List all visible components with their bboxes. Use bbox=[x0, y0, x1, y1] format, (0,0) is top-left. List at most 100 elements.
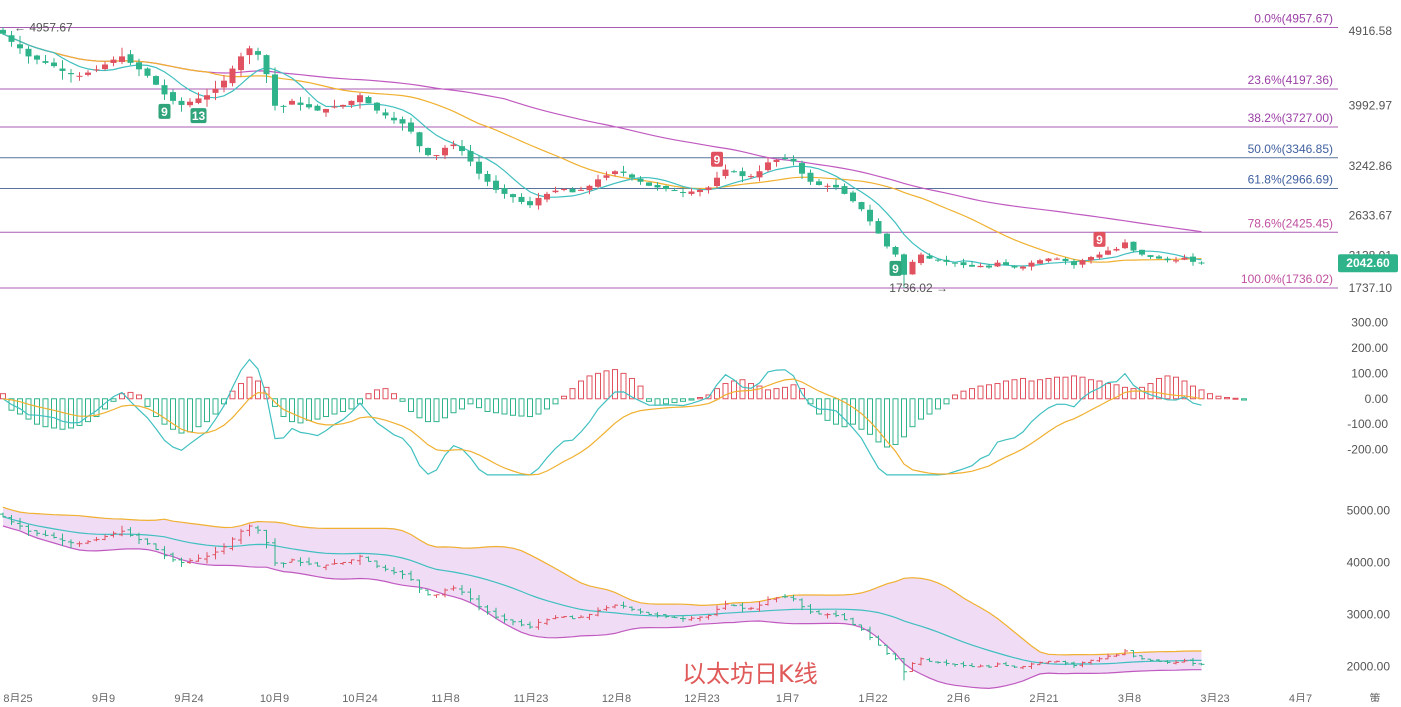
macd-histogram-bar bbox=[1079, 376, 1086, 400]
macd-histogram-bar bbox=[459, 398, 465, 410]
macd-histogram-bar bbox=[0, 393, 6, 400]
candle-body bbox=[153, 76, 159, 85]
macd-histogram-bar bbox=[620, 372, 627, 400]
macd-histogram-bar bbox=[629, 377, 635, 400]
fib-level-label: 23.6%(4197.36) bbox=[1248, 73, 1333, 87]
macd-histogram-bar bbox=[790, 384, 797, 400]
candle-body bbox=[348, 100, 355, 105]
macd-histogram-bar bbox=[782, 386, 788, 400]
candle-body bbox=[467, 151, 474, 162]
candle-body bbox=[178, 100, 185, 105]
macd-histogram-bar bbox=[833, 398, 839, 425]
candle-body bbox=[722, 169, 729, 177]
candle-body bbox=[1173, 260, 1179, 262]
candle-body bbox=[365, 97, 372, 104]
candle-body bbox=[790, 158, 797, 162]
fib-level-label: 100.0%(1736.02) bbox=[1241, 272, 1333, 286]
candle-body bbox=[824, 185, 831, 187]
macd-histogram-bar bbox=[671, 398, 678, 404]
candle-body bbox=[433, 155, 440, 157]
candle-body bbox=[1088, 256, 1094, 261]
macd-histogram-bar bbox=[229, 390, 236, 400]
bollinger-axis-tick: 2000.00 bbox=[1347, 660, 1391, 674]
price-axis-tick: 3242.86 bbox=[1349, 159, 1393, 173]
candle-body bbox=[408, 122, 414, 132]
macd-histogram-bar bbox=[1020, 377, 1026, 400]
macd-histogram-bar bbox=[493, 398, 499, 414]
candle-body bbox=[59, 68, 66, 71]
candle-body bbox=[127, 54, 134, 63]
macd-axis-tick: 200.00 bbox=[1351, 341, 1388, 355]
fib-level-label: 61.8%(2966.69) bbox=[1248, 173, 1333, 187]
macd-histogram-bar bbox=[161, 398, 168, 425]
macd-axis-tick: -200.00 bbox=[1347, 443, 1388, 457]
macd-histogram-bar bbox=[476, 398, 482, 409]
candle-body bbox=[1045, 258, 1052, 262]
macd-histogram-bar bbox=[255, 380, 261, 400]
macd-histogram-bar bbox=[408, 398, 414, 412]
candle-body bbox=[875, 221, 882, 234]
candle-body bbox=[382, 112, 389, 116]
candle-body bbox=[680, 191, 686, 193]
candle-body bbox=[195, 98, 202, 103]
macd-histogram-bar bbox=[722, 383, 729, 400]
candle-body bbox=[459, 146, 465, 152]
macd-histogram-bar bbox=[773, 388, 780, 400]
bollinger-axis-tick: 5000.00 bbox=[1347, 503, 1391, 517]
candle-body bbox=[1062, 258, 1069, 262]
macd-histogram-bar bbox=[637, 385, 644, 400]
macd-histogram-bar bbox=[1105, 383, 1111, 400]
td-count-badge bbox=[190, 108, 207, 124]
macd-histogram-bar bbox=[1139, 386, 1145, 400]
candle-body bbox=[1190, 256, 1196, 262]
candle-body bbox=[612, 171, 618, 175]
candle-body bbox=[204, 95, 210, 100]
candle-body bbox=[170, 92, 176, 101]
candle-body bbox=[595, 179, 601, 187]
candle-body bbox=[323, 108, 329, 113]
candle-body bbox=[1130, 241, 1137, 251]
macd-histogram-bar bbox=[1028, 380, 1035, 400]
fib-level-label: 38.2%(3727.00) bbox=[1248, 111, 1333, 125]
td-count-badge bbox=[889, 260, 902, 276]
candle-body bbox=[110, 59, 117, 63]
macd-histogram-bar bbox=[714, 388, 720, 400]
macd-histogram-bar bbox=[1122, 386, 1128, 400]
macd-histogram-bar bbox=[238, 383, 244, 400]
candle-body bbox=[476, 161, 482, 174]
macd-histogram-bar bbox=[365, 393, 372, 400]
bollinger-band-fill bbox=[3, 507, 1202, 689]
macd-histogram-bar bbox=[901, 398, 907, 438]
candle-body bbox=[518, 196, 525, 202]
candle-body bbox=[144, 68, 151, 76]
candle-body bbox=[1156, 256, 1162, 259]
candle-body bbox=[943, 259, 950, 262]
macd-histogram-bar bbox=[586, 375, 593, 400]
macd-histogram-bar bbox=[1062, 376, 1069, 400]
x-axis-date-label: 12月8 bbox=[602, 693, 631, 702]
ma-slow-line bbox=[2, 33, 1202, 233]
candle-body bbox=[816, 181, 822, 185]
candle-body bbox=[527, 201, 533, 206]
candle-body bbox=[918, 254, 924, 264]
macd-histogram-bar bbox=[1096, 380, 1103, 400]
candle-body bbox=[484, 173, 491, 182]
td-count-label: 9 bbox=[892, 262, 899, 276]
candle-body bbox=[884, 233, 890, 247]
candle-body bbox=[17, 44, 23, 49]
candle-body bbox=[748, 176, 754, 178]
candle-body bbox=[977, 265, 984, 268]
candle-body bbox=[501, 188, 508, 194]
x-axis-date-label: 2月21 bbox=[1029, 693, 1058, 702]
candle-body bbox=[833, 184, 839, 188]
macd-histogram-bar bbox=[178, 398, 185, 434]
candle-body bbox=[289, 100, 295, 105]
macd-axis-tick: 0.00 bbox=[1365, 392, 1389, 406]
candle-body bbox=[960, 262, 967, 266]
candle-body bbox=[773, 159, 780, 163]
macd-histogram-bar bbox=[8, 398, 15, 411]
current-price-label: 2042.60 bbox=[1346, 256, 1390, 270]
candle-body bbox=[221, 80, 227, 88]
candle-body bbox=[578, 189, 584, 191]
x-axis-date-label: 2月6 bbox=[947, 693, 970, 702]
